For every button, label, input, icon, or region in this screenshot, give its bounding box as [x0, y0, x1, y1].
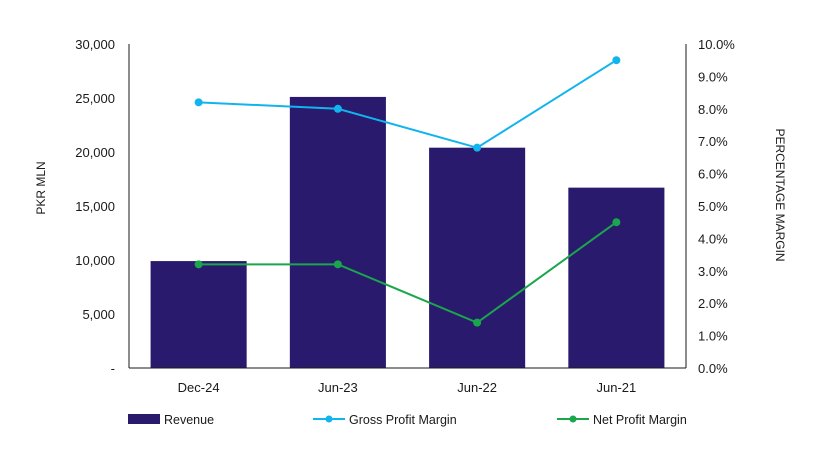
- revenue-bar: [150, 261, 247, 368]
- margin-lines: [194, 56, 621, 327]
- y2-axis-title: PERCENTAGE MARGIN: [773, 128, 787, 261]
- y2-tick-label: 10.0%: [698, 37, 735, 52]
- x-tick-label: Jun-21: [597, 380, 637, 395]
- gross-profit-margin-point: [473, 143, 482, 152]
- gross-profit-margin-point: [194, 98, 203, 107]
- net-profit-margin-line: [198, 221, 617, 324]
- legend-label-net-profit-margin: Net Profit Margin: [593, 413, 687, 427]
- y2-tick-label: 8.0%: [698, 102, 728, 117]
- net-profit-margin-point: [194, 260, 203, 269]
- x-ticks: Dec-24 Jun-23 Jun-22 Jun-21: [178, 380, 637, 395]
- legend-marker-net-profit-margin: [569, 415, 577, 423]
- y2-tick-label: 3.0%: [698, 264, 728, 279]
- y2-tick-label: 5.0%: [698, 199, 728, 214]
- axes: [128, 44, 687, 369]
- y-tick-label: 20,000: [75, 145, 115, 160]
- revenue-bar: [289, 96, 386, 369]
- y-tick-label: -: [111, 361, 115, 376]
- gross-profit-margin-point: [333, 104, 342, 113]
- legend-label-revenue: Revenue: [164, 413, 214, 427]
- y2-tick-label: 6.0%: [698, 167, 728, 182]
- revenue-bar: [429, 147, 526, 368]
- left-y-ticks: - 5,000 10,000 15,000 20,000 25,000 30,000: [75, 37, 115, 376]
- gross-profit-margin-point: [612, 56, 621, 65]
- y2-tick-label: 4.0%: [698, 231, 728, 246]
- y2-tick-label: 1.0%: [698, 329, 728, 344]
- y2-tick-label: 2.0%: [698, 296, 728, 311]
- gross-profit-margin-line: [198, 59, 617, 149]
- y2-tick-label: 0.0%: [698, 361, 728, 376]
- legend-label-gross-profit-margin: Gross Profit Margin: [349, 413, 457, 427]
- x-tick-label: Jun-23: [318, 380, 358, 395]
- net-profit-margin-point: [612, 218, 621, 227]
- y-tick-label: 5,000: [82, 307, 115, 322]
- right-y-ticks: 0.0% 1.0% 2.0% 3.0% 4.0% 5.0% 6.0% 7.0% 8.0% 9.0%…: [698, 37, 735, 376]
- net-profit-margin-point: [473, 318, 482, 327]
- net-profit-margin-point: [333, 260, 342, 269]
- y2-tick-label: 9.0%: [698, 69, 728, 84]
- legend: Revenue Gross Profit Margin Net Profit Mar…: [128, 413, 687, 427]
- legend-marker-gross-profit-margin: [325, 415, 333, 423]
- y2-tick-label: 7.0%: [698, 134, 728, 149]
- y-tick-label: 10,000: [75, 253, 115, 268]
- x-tick-label: Dec-24: [178, 380, 220, 395]
- revenue-bar: [568, 187, 665, 368]
- x-tick-label: Jun-22: [457, 380, 497, 395]
- legend-swatch-revenue: [128, 414, 160, 424]
- y-tick-label: 15,000: [75, 199, 115, 214]
- revenue-bars: [150, 96, 665, 369]
- y-tick-label: 25,000: [75, 91, 115, 106]
- y-tick-label: 30,000: [75, 37, 115, 52]
- y-axis-title: PKR MLN: [34, 161, 48, 214]
